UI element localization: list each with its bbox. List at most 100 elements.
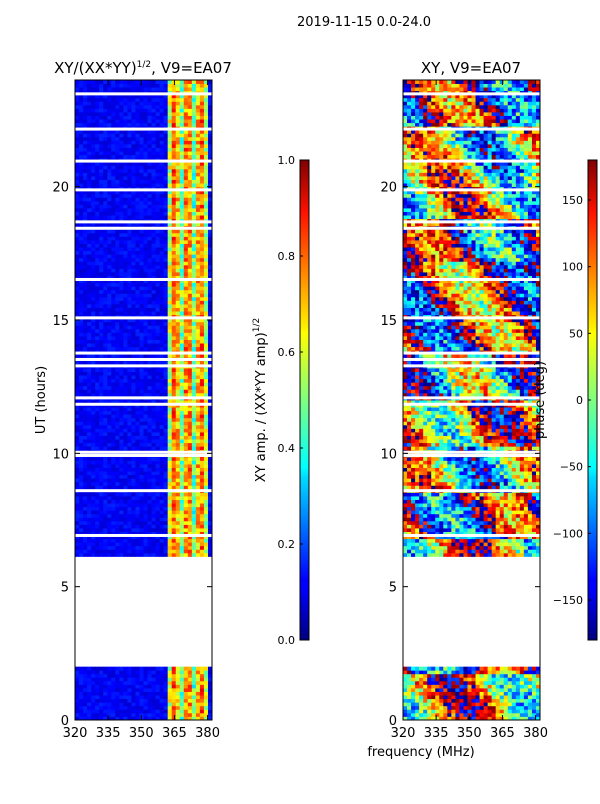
amp-heatmap-cell bbox=[199, 204, 205, 209]
amp-heatmap-cell bbox=[199, 247, 205, 252]
amp-heatmap-cell bbox=[91, 467, 96, 472]
amp-heatmap-cell bbox=[83, 467, 88, 472]
amp-heatmap-cell bbox=[199, 165, 205, 170]
amp-heatmap-cell bbox=[91, 510, 96, 515]
amp-heatmap-cell bbox=[127, 168, 132, 173]
amp-heatmap-cell bbox=[79, 240, 84, 244]
amp-heatmap-cell bbox=[183, 208, 189, 212]
amp-heatmap-cell bbox=[203, 112, 209, 116]
amp-heatmap-cell bbox=[159, 247, 165, 252]
amp-heatmap-cell bbox=[135, 368, 140, 372]
amp-heatmap-cell bbox=[115, 716, 120, 720]
amp-heatmap-cell bbox=[131, 670, 136, 675]
amp-heatmap-cell bbox=[135, 549, 140, 554]
amp-heatmap-cell bbox=[203, 506, 209, 511]
amp-heatmap-cell bbox=[127, 705, 132, 710]
amp-heatmap-cell bbox=[115, 691, 120, 696]
amp-heatmap-cell bbox=[79, 410, 84, 415]
amp-heatmap-cell bbox=[119, 243, 124, 248]
amp-heatmap-cell bbox=[131, 378, 136, 383]
amp-heatmap-cell bbox=[99, 371, 104, 376]
amp-heatmap-cell bbox=[83, 311, 88, 316]
amp-heatmap-cell bbox=[111, 268, 116, 273]
amp-heatmap-cell bbox=[131, 272, 136, 276]
amp-heatmap-cell bbox=[199, 136, 205, 141]
amp-heatmap-cell bbox=[163, 389, 169, 394]
amp-heatmap-cell bbox=[79, 375, 84, 380]
amp-heatmap-cell bbox=[191, 432, 197, 436]
amp-heatmap-cell bbox=[171, 428, 177, 433]
amp-heatmap-cell bbox=[75, 204, 80, 209]
amp-heatmap-cell bbox=[87, 346, 92, 351]
amp-heatmap-cell bbox=[143, 709, 148, 714]
amp-heatmap-cell bbox=[147, 432, 152, 436]
amp-heatmap-cell bbox=[75, 176, 80, 180]
amp-heatmap-cell bbox=[159, 240, 165, 244]
amp-heatmap-cell bbox=[155, 535, 161, 540]
amp-heatmap-cell bbox=[75, 97, 80, 102]
amp-heatmap-cell bbox=[95, 165, 100, 170]
amp-heatmap-cell bbox=[119, 97, 124, 102]
amp-heatmap-cell bbox=[107, 549, 112, 554]
amp-heatmap-cell bbox=[79, 311, 84, 316]
amp-heatmap-cell bbox=[155, 421, 161, 426]
amp-heatmap-cell bbox=[187, 446, 193, 451]
amp-heatmap-cell bbox=[75, 254, 80, 259]
amp-heatmap-cell bbox=[179, 392, 185, 397]
amp-heatmap-cell bbox=[203, 282, 209, 287]
amp-heatmap-cell bbox=[147, 485, 152, 490]
amp-heatmap-cell bbox=[147, 321, 152, 326]
amp-heatmap-cell bbox=[123, 144, 128, 148]
amp-heatmap-cell bbox=[143, 321, 148, 326]
amp-heatmap-cell bbox=[183, 524, 189, 529]
amp-heatmap-cell bbox=[127, 414, 132, 419]
amp-heatmap-cell bbox=[147, 517, 152, 522]
amp-heatmap-cell bbox=[179, 446, 185, 451]
amp-heatmap-cell bbox=[115, 179, 120, 184]
amp-heatmap-cell bbox=[99, 247, 104, 252]
amp-heatmap-cell bbox=[87, 165, 92, 170]
amp-heatmap-cell bbox=[183, 325, 189, 330]
amp-heatmap-cell bbox=[95, 304, 100, 308]
amp-heatmap-cell bbox=[207, 371, 212, 376]
amp-heatmap-cell bbox=[123, 421, 128, 426]
amp-heatmap-cell bbox=[147, 545, 152, 550]
amp-heatmap-cell bbox=[83, 151, 88, 156]
amp-heatmap-cell bbox=[119, 161, 124, 166]
amp-heatmap-cell bbox=[111, 446, 116, 451]
amp-heatmap-cell bbox=[75, 698, 80, 703]
amp-heatmap-cell bbox=[75, 702, 80, 707]
amp-heatmap-cell bbox=[83, 538, 88, 543]
amp-heatmap-cell bbox=[187, 506, 193, 511]
amp-heatmap-cell bbox=[155, 709, 161, 714]
amp-heatmap-cell bbox=[183, 339, 189, 344]
amp-heatmap-cell bbox=[143, 485, 148, 490]
amp-heatmap-cell bbox=[91, 513, 96, 518]
amp-heatmap-cell bbox=[107, 307, 112, 312]
amp-heatmap-cell bbox=[199, 520, 205, 525]
amp-heatmap-cell bbox=[99, 499, 104, 504]
amp-heatmap-cell bbox=[99, 112, 104, 116]
amp-heatmap-cell bbox=[127, 304, 132, 308]
amp-heatmap-cell bbox=[147, 552, 152, 557]
amp-heatmap-cell bbox=[207, 279, 212, 284]
amp-heatmap-cell bbox=[79, 673, 84, 678]
amp-heatmap-cell bbox=[103, 499, 108, 504]
amp-heatmap-cell bbox=[159, 222, 165, 227]
amp-heatmap-cell bbox=[195, 478, 201, 483]
amp-heatmap-cell bbox=[183, 666, 189, 671]
amp-heatmap-cell bbox=[103, 375, 108, 380]
amp-heatmap-cell bbox=[95, 503, 100, 508]
amp-heatmap-cell bbox=[159, 140, 165, 145]
amp-heatmap-cell bbox=[179, 670, 185, 675]
amp-heatmap-cell bbox=[111, 321, 116, 326]
amp-heatmap-cell bbox=[91, 552, 96, 557]
amp-heatmap-cell bbox=[167, 545, 173, 550]
amp-heatmap-cell bbox=[207, 261, 212, 266]
amp-heatmap-cell bbox=[79, 87, 84, 92]
amp-heatmap-cell bbox=[183, 183, 189, 188]
amp-heatmap-cell bbox=[207, 296, 212, 301]
amp-heatmap-cell bbox=[115, 432, 120, 436]
amp-heatmap-cell bbox=[163, 272, 169, 276]
amp-heatmap-cell bbox=[143, 119, 148, 124]
